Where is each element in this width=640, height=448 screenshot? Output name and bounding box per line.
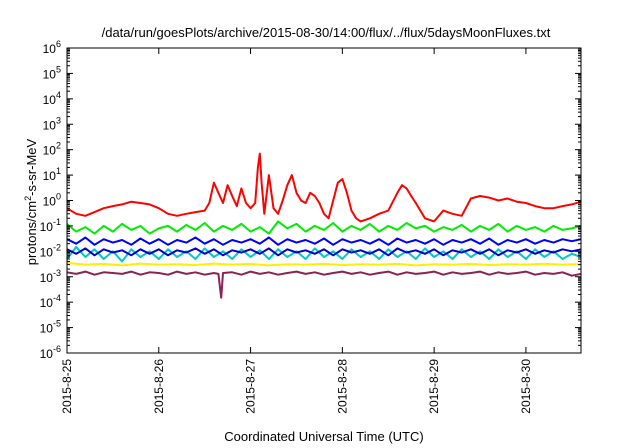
- x-tick-label: 2015-8-28: [335, 359, 349, 414]
- series-line-1: [66, 152, 582, 223]
- y-tick-label: 10-1: [40, 217, 61, 234]
- y-tick-label: 102: [43, 141, 61, 158]
- y-tick-label: 101: [43, 166, 61, 183]
- y-tick-label: 10-2: [40, 242, 61, 259]
- x-tick-label: 2015-8-26: [152, 359, 166, 414]
- y-tick-label: 103: [43, 115, 61, 132]
- series-line-4: [66, 236, 582, 246]
- series-layer: [66, 152, 582, 299]
- series-line-6: [66, 261, 582, 267]
- y-tick-label: 104: [43, 90, 61, 107]
- y-tick-label: 106: [43, 39, 61, 56]
- x-axis-label: Coordinated Universal Time (UTC): [224, 429, 423, 444]
- series-line-7: [66, 270, 582, 299]
- y-tick-label: 10-6: [40, 344, 61, 361]
- chart-title: /data/run/goesPlots/archive/2015-08-30/1…: [102, 25, 551, 40]
- series-line-5: [66, 247, 582, 257]
- plot-frame: [66, 47, 582, 354]
- y-axis-label: protons/cm2-s-sr-MeV: [23, 138, 39, 265]
- series-line-2: [66, 220, 582, 235]
- x-tick-label: 2015-8-27: [244, 359, 258, 414]
- y-tick-label: 10-4: [40, 293, 61, 310]
- x-tick-label: 2015-8-25: [60, 359, 74, 414]
- y-tick-label: 10-3: [40, 268, 61, 285]
- y-tick-label: 10-5: [40, 319, 61, 336]
- y-tick-label: 105: [43, 64, 61, 81]
- ticks-layer: 10-6 10-5 10-4 10-3 10-2 10-1 100 101 102 103 104 1…: [40, 39, 581, 414]
- x-tick-label: 2015-8-29: [427, 359, 441, 414]
- x-tick-label: 2015-8-30: [519, 359, 533, 414]
- y-tick-label: 100: [43, 192, 61, 209]
